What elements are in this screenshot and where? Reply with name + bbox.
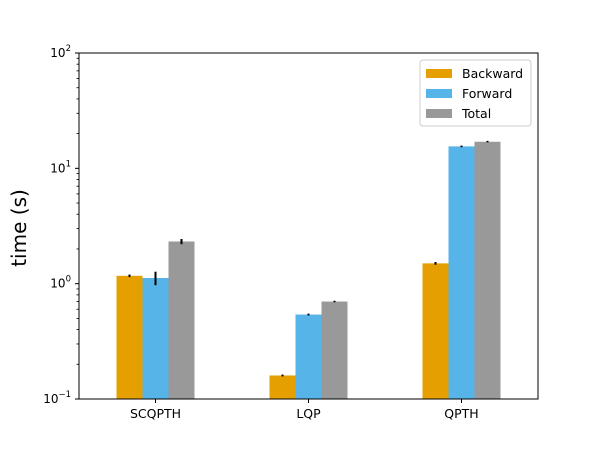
legend-label-forward: Forward <box>462 86 512 101</box>
bar-qpth-backward <box>422 263 449 399</box>
x-tick-label-lqp: LQP <box>296 406 321 421</box>
error-bars-layer <box>128 140 489 377</box>
legend: Backward Forward Total <box>419 59 532 127</box>
x-tick-label-qpth: QPTH <box>444 406 478 421</box>
bar-lqp-forward <box>295 314 322 399</box>
bar-qpth-total <box>474 141 501 399</box>
legend-swatch-forward <box>426 89 452 98</box>
bar-scqpth-forward <box>142 277 169 399</box>
y-axis-label: time (s) <box>7 189 31 267</box>
legend-label-total: Total <box>461 106 491 121</box>
bar-scqpth-total <box>168 241 195 399</box>
bar-scqpth-backward <box>116 275 143 399</box>
legend-swatch-backward <box>426 69 452 78</box>
axes-frame <box>78 52 539 400</box>
legend-swatch-total <box>426 109 452 118</box>
bars-layer <box>116 141 501 399</box>
y-tick-label-3: 102 <box>50 44 71 60</box>
y-tick-label-2: 101 <box>50 159 71 175</box>
x-tick-label-scqpth: SCQPTH <box>130 406 181 421</box>
ticks-layer: SCQPTH LQP QPTH 10−1 100 101 102 <box>43 44 479 421</box>
y-tick-label-0: 10−1 <box>43 390 71 406</box>
legend-label-backward: Backward <box>462 66 523 81</box>
bar-lqp-backward <box>269 375 296 399</box>
bar-qpth-forward <box>448 146 475 399</box>
y-tick-label-1: 100 <box>50 275 71 291</box>
bar-lqp-total <box>321 301 348 399</box>
